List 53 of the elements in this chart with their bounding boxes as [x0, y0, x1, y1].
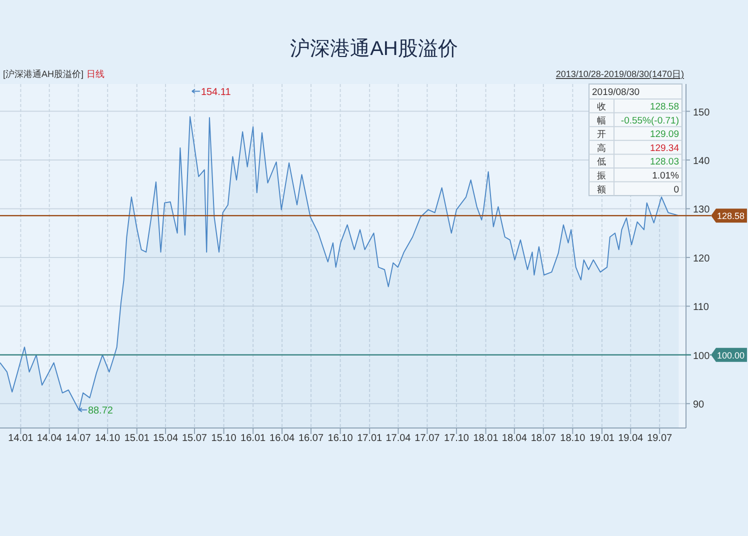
annotation: 额	[597, 184, 606, 194]
x-tick-label: 14.10	[95, 433, 121, 444]
x-tick-label: 16.07	[298, 433, 324, 444]
chart-title: 沪深港通AH股溢价	[290, 37, 458, 60]
x-tick-label: 17.01	[357, 433, 383, 444]
y-tick-label: 130	[693, 204, 710, 216]
y-tick-label: 120	[693, 253, 710, 264]
x-tick-label: 15.01	[124, 433, 150, 444]
annotation: 幅	[597, 115, 606, 126]
text: 2013/10/28-2019/08/30(1470日)	[556, 69, 684, 79]
y-tick-label: 100	[693, 350, 710, 362]
x-tick-label: 14.04	[36, 433, 62, 444]
annotation: 2019/08/30	[592, 87, 640, 98]
x-tick-label: 19.01	[589, 433, 615, 444]
annotation: 88.72	[88, 405, 114, 416]
annotation: 128.58	[650, 102, 679, 112]
x-tick-label: 16.01	[240, 433, 266, 444]
annotation: 129.34	[650, 142, 679, 154]
annotation: 1.01%	[652, 170, 680, 182]
y-tick-label: 90	[693, 400, 705, 411]
x-tick-label: 15.04	[153, 433, 178, 444]
y-tick-label: 140	[693, 156, 710, 168]
x-tick-label: 18.10	[560, 433, 586, 444]
ref-line-label: 100.00	[717, 350, 745, 360]
annotation: 0	[674, 184, 679, 196]
annotation: 振	[597, 170, 606, 180]
annotation: 开	[597, 129, 606, 140]
y-tick-label: 110	[693, 302, 710, 314]
annotation: -0.55%(-0.71)	[620, 115, 679, 126]
annotation: 收	[597, 102, 606, 112]
x-tick-label: 17.04	[386, 433, 412, 444]
x-tick-label: 15.10	[211, 433, 237, 444]
annotation: 154.11	[200, 86, 232, 98]
x-tick-label: 15.07	[182, 433, 208, 444]
x-tick-label: 16.04	[270, 433, 295, 444]
x-tick-label: 17.07	[414, 433, 440, 444]
x-tick-label: 19.04	[618, 433, 644, 444]
annotation: 129.09	[650, 129, 679, 140]
x-tick-label: 19.07	[647, 433, 673, 444]
x-tick-label: 18.04	[502, 433, 528, 444]
x-tick-label: 18.07	[530, 433, 556, 444]
x-tick-label: 14.07	[66, 433, 92, 444]
annotation: 高	[597, 142, 606, 153]
annotation: 低	[597, 156, 606, 167]
x-tick-label: 18.01	[473, 433, 499, 444]
x-tick-label: 14.01	[8, 433, 34, 444]
x-tick-label: 16.10	[328, 433, 354, 444]
annotation: 128.03	[650, 156, 679, 168]
text: 日线	[86, 69, 105, 79]
ref-line-label: 128.58	[717, 211, 745, 222]
text: [沪深港通AH股溢价]	[3, 69, 84, 79]
x-tick-label: 17.10	[444, 433, 470, 444]
y-tick-label: 150	[693, 107, 710, 118]
